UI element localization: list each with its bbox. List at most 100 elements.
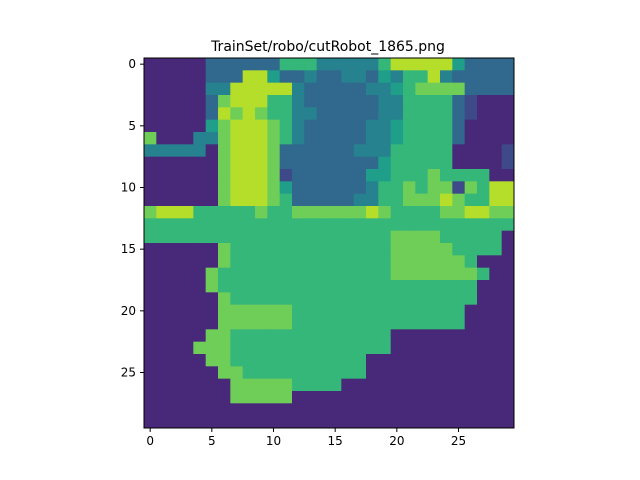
- heatmap-cell: [279, 119, 293, 133]
- heatmap-cell: [427, 341, 441, 355]
- heatmap-cell: [168, 181, 182, 195]
- heatmap-cell: [205, 206, 219, 219]
- heatmap-cell: [427, 378, 441, 392]
- heatmap-cell: [181, 243, 194, 256]
- heatmap-cell: [193, 70, 207, 84]
- heatmap-cell: [181, 415, 194, 429]
- heatmap-cell: [341, 403, 355, 417]
- heatmap-cell: [304, 415, 318, 429]
- heatmap-cell: [452, 391, 466, 404]
- heatmap-cell: [267, 58, 281, 71]
- heatmap-cell: [427, 95, 441, 108]
- heatmap-cell: [144, 230, 157, 244]
- heatmap-cell: [230, 107, 244, 121]
- heatmap-cell: [316, 317, 330, 330]
- heatmap-cell: [279, 403, 293, 417]
- heatmap-cell: [378, 156, 392, 170]
- heatmap-cell: [341, 70, 355, 84]
- heatmap-cell: [304, 193, 318, 207]
- heatmap-cell: [341, 391, 355, 404]
- heatmap-cell: [366, 415, 379, 429]
- heatmap-cell: [440, 255, 453, 269]
- heatmap-cell: [390, 415, 404, 429]
- heatmap-cell: [427, 230, 441, 244]
- heatmap-cell: [230, 415, 244, 429]
- heatmap-cell: [181, 144, 194, 158]
- heatmap-cell: [378, 304, 392, 318]
- heatmap-cell: [477, 82, 490, 96]
- heatmap-cell: [415, 243, 429, 256]
- heatmap-cell: [501, 292, 515, 306]
- heatmap-cell: [403, 169, 416, 182]
- heatmap-cell: [242, 341, 256, 355]
- heatmap-cell: [156, 144, 170, 158]
- heatmap-cell: [205, 341, 219, 355]
- heatmap-cell: [156, 243, 170, 256]
- heatmap-cell: [464, 304, 478, 318]
- heatmap-cell: [316, 58, 330, 71]
- heatmap-cell: [304, 82, 318, 96]
- heatmap-cell: [292, 144, 305, 158]
- heatmap-cell: [267, 280, 281, 293]
- heatmap-cell: [218, 82, 231, 96]
- heatmap-cell: [415, 193, 429, 207]
- heatmap-cell: [415, 341, 429, 355]
- heatmap-cell: [144, 378, 157, 392]
- heatmap-cell: [427, 329, 441, 343]
- heatmap-cell: [452, 267, 466, 281]
- heatmap-cell: [341, 267, 355, 281]
- heatmap-cell: [501, 329, 515, 343]
- heatmap-cell: [181, 169, 194, 182]
- heatmap-cell: [464, 317, 478, 330]
- heatmap-cell: [378, 132, 392, 145]
- heatmap-cell: [489, 156, 503, 170]
- heatmap-cell: [168, 218, 182, 232]
- heatmap-cell: [341, 181, 355, 195]
- heatmap-cell: [353, 366, 367, 380]
- heatmap-cell: [415, 366, 429, 380]
- heatmap-cell: [218, 267, 231, 281]
- heatmap-cell: [292, 255, 305, 269]
- heatmap-cell: [390, 218, 404, 232]
- heatmap-cell: [242, 329, 256, 343]
- heatmap-cell: [489, 378, 503, 392]
- y-tick-label: 0: [128, 57, 136, 71]
- heatmap-cell: [144, 391, 157, 404]
- heatmap-cell: [452, 230, 466, 244]
- heatmap-cell: [218, 341, 231, 355]
- heatmap-cell: [242, 292, 256, 306]
- heatmap-cell: [316, 70, 330, 84]
- heatmap-cell: [489, 354, 503, 367]
- heatmap-cell: [205, 132, 219, 145]
- heatmap-cell: [489, 132, 503, 145]
- heatmap-cell: [168, 230, 182, 244]
- heatmap-cell: [353, 132, 367, 145]
- heatmap-cell: [415, 230, 429, 244]
- heatmap-cell: [415, 144, 429, 158]
- heatmap-cell: [181, 156, 194, 170]
- heatmap-cell: [304, 243, 318, 256]
- heatmap-cell: [168, 193, 182, 207]
- heatmap-cell: [464, 206, 478, 219]
- heatmap-cell: [230, 329, 244, 343]
- heatmap-cell: [218, 58, 231, 71]
- heatmap-cell: [427, 218, 441, 232]
- heatmap-cell: [477, 378, 490, 392]
- heatmap-cell: [440, 156, 453, 170]
- heatmap-cell: [329, 193, 342, 207]
- heatmap-cell: [452, 317, 466, 330]
- heatmap-cell: [477, 267, 490, 281]
- heatmap-cell: [267, 181, 281, 195]
- heatmap-cell: [193, 415, 207, 429]
- heatmap-cell: [501, 70, 515, 84]
- heatmap-cell: [403, 82, 416, 96]
- heatmap-cell: [378, 144, 392, 158]
- heatmap-cell: [501, 132, 515, 145]
- heatmap-cell: [279, 304, 293, 318]
- heatmap-cell: [279, 70, 293, 84]
- heatmap-cell: [329, 119, 342, 133]
- x-tick-label: 5: [208, 434, 216, 448]
- heatmap-cell: [218, 329, 231, 343]
- heatmap-cell: [218, 403, 231, 417]
- heatmap-cell: [168, 144, 182, 158]
